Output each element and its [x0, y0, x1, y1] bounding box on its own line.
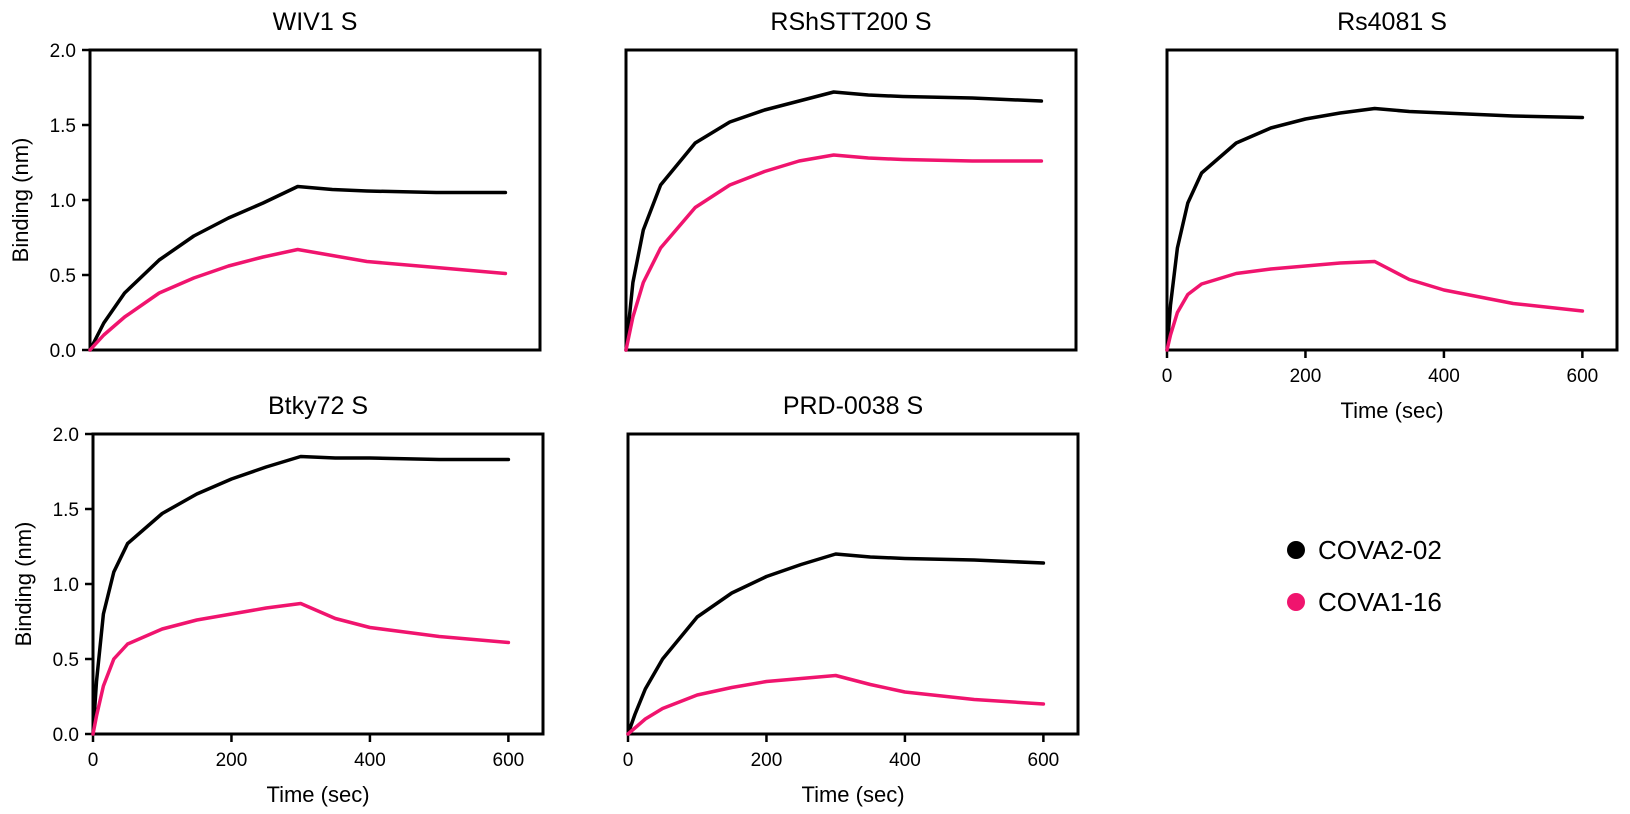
y-tick-label: 0.5: [50, 266, 76, 287]
series-line-cova1-16: [624, 153, 1044, 352]
panel-title: PRD-0038 S: [783, 392, 923, 420]
y-tick-label: 0.0: [50, 341, 76, 362]
panel-3: Rs4081 S 0 200 400 600 Time (sec): [1162, 8, 1619, 423]
panel-2: RShSTT200 S: [624, 8, 1078, 352]
x-tick-label: 200: [216, 750, 248, 771]
plot-frame: [88, 48, 542, 352]
series-line-cova2-02: [1165, 106, 1585, 352]
series-line-cova1-16: [1165, 259, 1585, 352]
legend-label: COVA1-16: [1318, 587, 1442, 617]
panel-5: PRD-0038 S 0 200 400 600 Time (sec): [623, 392, 1080, 807]
y-tick-label: 1.5: [50, 116, 76, 137]
x-tick-label: 600: [1567, 366, 1599, 387]
x-tick-label: 600: [493, 750, 525, 771]
legend-item: COVA1-16: [1287, 587, 1442, 617]
y-tick-label: 1.0: [50, 191, 76, 212]
plot-frame: [626, 432, 1080, 736]
plot-frame: [624, 48, 1078, 352]
y-axis-label: Binding (nm): [11, 522, 36, 647]
series-line-cova2-02: [88, 184, 508, 352]
legend-marker: [1287, 541, 1305, 559]
x-axis-label: Time (sec): [1340, 398, 1443, 423]
plot-frame: [1165, 48, 1619, 352]
y-tick-label: 0.5: [53, 650, 79, 671]
series-line-cova2-02: [624, 90, 1044, 352]
x-axis-label: Time (sec): [266, 782, 369, 807]
series-line-cova2-02: [91, 454, 511, 736]
y-tick-label: 0.0: [53, 725, 79, 746]
panel-4: Btky72 S 0.0 0.5 1.0 1.5 2.0 0 200 400 600 Binding…: [11, 392, 545, 807]
panel-title: WIV1 S: [273, 8, 358, 36]
plot-frame: [91, 432, 545, 736]
y-tick-label: 2.0: [53, 425, 79, 446]
x-tick-label: 200: [751, 750, 783, 771]
panel-title: RShSTT200 S: [770, 8, 931, 36]
x-axis-label: Time (sec): [801, 782, 904, 807]
x-tick-label: 0: [88, 750, 99, 771]
x-tick-label: 200: [1290, 366, 1322, 387]
series-line-cova1-16: [88, 247, 508, 352]
legend: COVA2-02 COVA1-16: [1287, 535, 1442, 617]
series-line-cova2-02: [626, 552, 1046, 736]
panel-1: WIV1 S 0.0 0.5 1.0 1.5 2.0 Binding (nm): [8, 8, 542, 362]
y-tick-label: 1.5: [53, 500, 79, 521]
series-line-cova1-16: [626, 673, 1046, 736]
legend-item: COVA2-02: [1287, 535, 1442, 565]
y-tick-label: 2.0: [50, 41, 76, 62]
x-tick-label: 400: [889, 750, 921, 771]
y-axis-label: Binding (nm): [8, 138, 33, 263]
x-tick-label: 400: [1428, 366, 1460, 387]
x-tick-label: 0: [623, 750, 634, 771]
panel-title: Btky72 S: [268, 392, 368, 420]
x-tick-label: 0: [1162, 366, 1173, 387]
y-tick-label: 1.0: [53, 575, 79, 596]
x-tick-label: 600: [1028, 750, 1060, 771]
legend-marker: [1287, 593, 1305, 611]
legend-label: COVA2-02: [1318, 535, 1442, 565]
x-tick-label: 400: [354, 750, 386, 771]
series-line-cova1-16: [91, 601, 511, 736]
panel-title: Rs4081 S: [1337, 8, 1447, 36]
